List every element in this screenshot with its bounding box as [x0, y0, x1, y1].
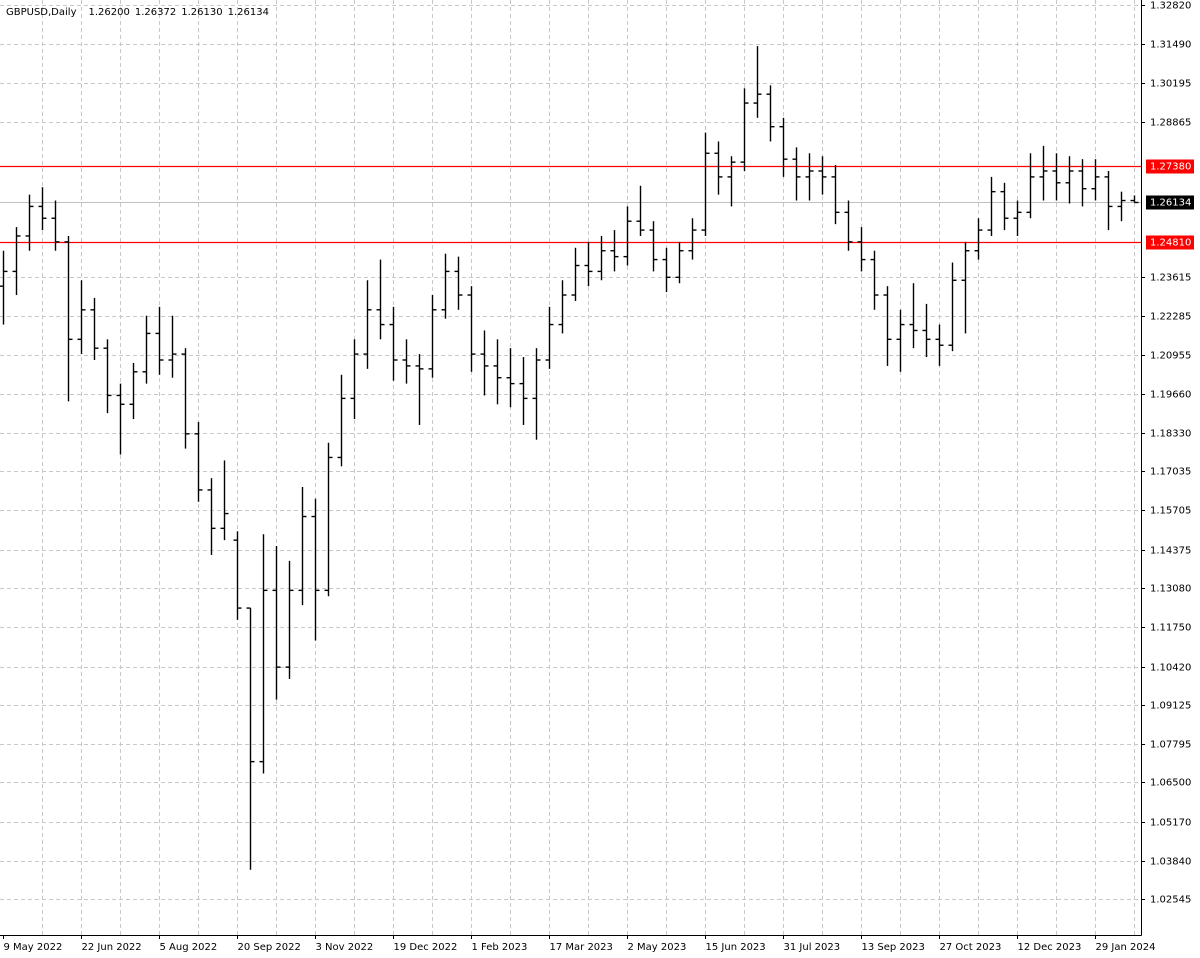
x-tick-label: 19 Dec 2022 [394, 942, 458, 953]
grid [0, 0, 1141, 935]
y-tick-label: 1.06500 [1150, 778, 1191, 789]
bars [0, 46, 1139, 870]
y-tick-label: 1.11750 [1150, 623, 1191, 634]
y-tick-label: 1.28865 [1150, 118, 1191, 129]
x-tick-label: 20 Sep 2022 [238, 942, 301, 953]
y-tick-label: 1.07795 [1150, 740, 1191, 751]
labels: GBPUSD,Daily 1.26200 1.26372 1.26130 1.26134… [3, 1, 1194, 953]
x-tick-label: 3 Nov 2022 [316, 942, 374, 953]
x-tick-label: 12 Dec 2023 [1018, 942, 1082, 953]
x-tick-label: 2 May 2023 [628, 942, 687, 953]
y-tick-label: 1.13080 [1150, 584, 1191, 595]
x-tick-label: 27 Oct 2023 [940, 942, 1002, 953]
chart-title: GBPUSD,Daily [6, 7, 77, 18]
y-tick-label: 1.31490 [1150, 40, 1191, 51]
y-tick-label: 1.02545 [1150, 895, 1191, 906]
x-tick-label: 1 Feb 2023 [472, 942, 528, 953]
header-value: 1.26134 [228, 7, 269, 18]
price-tag-label: 1.26134 [1150, 198, 1191, 209]
x-tick-label: 9 May 2022 [4, 942, 63, 953]
header-value: 1.26130 [181, 7, 222, 18]
x-tick-label: 13 Sep 2023 [862, 942, 925, 953]
y-tick-label: 1.18330 [1150, 429, 1191, 440]
y-tick-label: 1.22285 [1150, 312, 1191, 323]
x-tick-label: 31 Jul 2023 [784, 942, 841, 953]
y-tick-label: 1.19660 [1150, 390, 1191, 401]
y-tick-label: 1.05170 [1150, 818, 1191, 829]
y-tick-label: 1.30195 [1150, 79, 1191, 90]
y-tick-label: 1.14375 [1150, 546, 1191, 557]
price-tag-label: 1.24810 [1150, 238, 1191, 249]
x-tick-label: 22 Jun 2022 [82, 942, 142, 953]
price-tag [1146, 195, 1194, 210]
y-tick-label: 1.10420 [1150, 663, 1191, 674]
x-tick-label: 17 Mar 2023 [550, 942, 613, 953]
y-tick-label: 1.20955 [1150, 351, 1191, 362]
header-value: 1.26200 [89, 7, 130, 18]
header-value: 1.26372 [135, 7, 176, 18]
price-tag-label: 1.27380 [1150, 162, 1191, 173]
price-tag [1146, 235, 1194, 250]
y-tick-label: 1.15705 [1150, 506, 1191, 517]
y-tick-label: 1.03840 [1150, 857, 1191, 868]
x-tick-label: 29 Jan 2024 [1096, 942, 1156, 953]
y-tick-label: 1.23615 [1150, 273, 1191, 284]
x-tick-label: 15 Jun 2023 [706, 942, 766, 953]
y-tick-label: 1.17035 [1150, 467, 1191, 478]
price-tag [1146, 159, 1194, 174]
y-tick-label: 1.09125 [1150, 701, 1191, 712]
y-tick-label: 1.32820 [1150, 1, 1191, 12]
x-tick-label: 5 Aug 2022 [160, 942, 218, 953]
